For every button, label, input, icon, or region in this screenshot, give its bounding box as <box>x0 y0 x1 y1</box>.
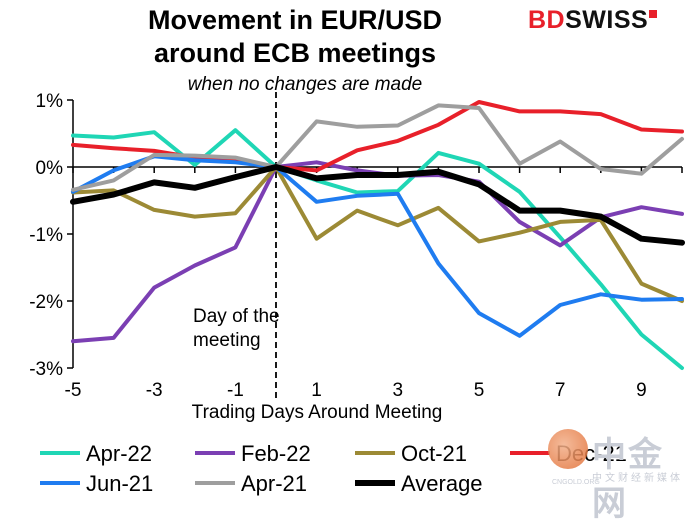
x-tick-label: 1 <box>311 380 322 401</box>
labels-layer: 1% 0% -1% -2% -3%-5 -3 -1 1 3 5 7 9 Trading Days Aro… <box>29 91 646 423</box>
x-tick-label: 9 <box>636 380 647 401</box>
series-line-oct-21 <box>71 165 684 303</box>
x-tick-label: 7 <box>555 380 566 401</box>
watermark-subtitle: 中文财经新媒体 <box>592 473 683 484</box>
y-tick-label: -3% <box>29 359 63 380</box>
x-tick-label: 5 <box>474 380 485 401</box>
series-line-feb-22 <box>71 160 684 344</box>
legend-label-average: Average <box>401 471 483 496</box>
brand-logo-bd: BD <box>528 6 566 34</box>
line-chart: 1% 0% -1% -2% -3%-5 -3 -1 1 3 5 7 9 Trading Days Aro… <box>29 91 685 496</box>
swiss-flag-icon <box>649 10 658 18</box>
brand-logo: BDSWISS <box>528 6 658 35</box>
series-line-apr-22 <box>71 128 684 370</box>
x-axis-title: Trading Days Around Meeting <box>192 402 443 423</box>
y-tick-label: 0% <box>36 158 64 179</box>
legend-label-oct-21: Oct-21 <box>401 441 467 466</box>
legend-label-jun-21: Jun-21 <box>86 471 153 496</box>
x-tick-label: 3 <box>393 380 404 401</box>
chart-subtitle: when no changes are made <box>187 74 423 95</box>
legend-label-apr-21: Apr-21 <box>241 471 307 496</box>
legend-label-feb-22: Feb-22 <box>241 441 311 466</box>
meeting-annotation-line2: meeting <box>193 330 261 351</box>
series-line-apr-21 <box>71 103 684 192</box>
series-layer <box>70 100 685 370</box>
meeting-annotation-line1: Day of the <box>193 306 280 327</box>
y-tick-label: -1% <box>29 225 63 246</box>
x-tick-label: -5 <box>65 380 82 401</box>
y-tick-label: -2% <box>29 292 63 313</box>
x-tick-label: -1 <box>227 380 244 401</box>
legend-label-apr-22: Apr-22 <box>86 441 152 466</box>
cngold-logo-icon <box>548 429 588 469</box>
y-tick-label: 1% <box>36 91 64 112</box>
series-line-jun-21 <box>71 154 684 338</box>
brand-logo-swiss: SWISS <box>565 6 649 34</box>
watermark-url: CNGOLD.ORG <box>552 479 600 486</box>
chart-title: Movement in EUR/USD around ECB meetings <box>147 5 443 68</box>
x-tick-label: -3 <box>146 380 163 401</box>
series-line-average <box>70 164 685 246</box>
cngold-watermark: 中金网 中文财经新媒体 CNGOLD.ORG <box>548 425 698 523</box>
